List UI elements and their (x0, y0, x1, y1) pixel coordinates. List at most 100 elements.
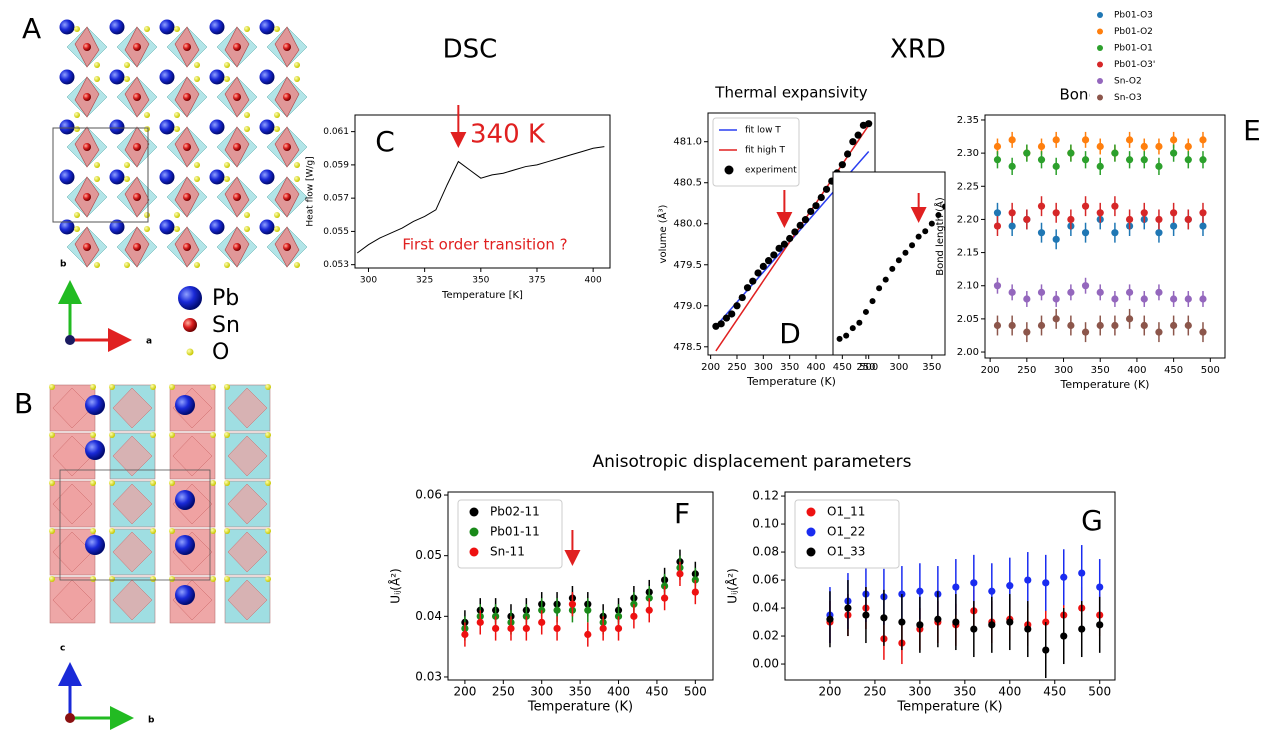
x-tick-label: 500 (1088, 685, 1111, 699)
y-tick-label: 0.04 (415, 609, 442, 623)
atom (133, 43, 141, 51)
data-point (916, 588, 923, 595)
atom (160, 120, 175, 135)
atom (260, 170, 275, 185)
structure-b (49, 384, 271, 623)
atom (260, 220, 275, 235)
atom (224, 162, 230, 168)
data-point (994, 222, 1001, 229)
legend-label: Pb01-O1 (1114, 44, 1153, 54)
atom (150, 528, 156, 534)
y-tick-label: 0.06 (415, 488, 442, 502)
data-point (600, 625, 607, 632)
inset-point (876, 285, 882, 291)
data-point (1126, 289, 1133, 296)
data-point (1111, 150, 1118, 157)
data-point (865, 120, 872, 127)
data-point (1038, 322, 1045, 329)
legend-label: Pb01-11 (490, 525, 540, 539)
axis-origin (65, 713, 75, 723)
data-point (1053, 236, 1060, 243)
y-tick-label: 0.10 (752, 517, 779, 531)
data-point (1053, 136, 1060, 143)
atom (244, 112, 250, 118)
data-point (1126, 216, 1133, 223)
data-point (1111, 203, 1118, 210)
annotation: 340 K (470, 120, 546, 150)
data-point (1170, 295, 1177, 302)
data-point (1078, 569, 1085, 576)
data-point (1097, 143, 1104, 150)
data-point (1009, 163, 1016, 170)
atom (169, 576, 175, 582)
x-tick-label: 200 (701, 362, 720, 373)
x-tick-label: 250 (863, 685, 886, 699)
atom (83, 43, 91, 51)
data-point (1170, 209, 1177, 216)
atom (90, 384, 96, 390)
data-point (646, 607, 653, 614)
atom (133, 93, 141, 101)
data-point (1155, 163, 1162, 170)
atom (60, 170, 75, 185)
y-tick-label: 479.0 (673, 301, 702, 312)
data-point (1141, 322, 1148, 329)
x-tick-label: 300 (1054, 365, 1073, 376)
data-point (507, 625, 514, 632)
data-point (1082, 282, 1089, 289)
atom (274, 226, 280, 232)
atom (244, 212, 250, 218)
atom (49, 432, 55, 438)
x-tick-label: 350 (953, 685, 976, 699)
panel-letter: F (674, 497, 690, 530)
atom (110, 20, 125, 35)
atom (224, 480, 230, 486)
data-point (988, 621, 995, 628)
legend-swatch (1097, 45, 1103, 51)
atom (90, 432, 96, 438)
atom (283, 43, 291, 51)
x-tick-label: 350 (922, 362, 941, 373)
x-tick-label: 500 (684, 685, 707, 699)
atom (144, 126, 150, 132)
data-point (1038, 289, 1045, 296)
data-point (1199, 295, 1206, 302)
atom (150, 384, 156, 390)
atom (160, 170, 175, 185)
y-tick-label: 0.04 (752, 601, 779, 615)
y-tick-label: 2.25 (957, 181, 979, 192)
data-point (615, 625, 622, 632)
atom (294, 76, 300, 82)
data-point (1155, 143, 1162, 150)
inset-point (1014, 85, 1020, 91)
x-tick-label: 450 (645, 685, 668, 699)
x-tick-label: 350 (780, 362, 799, 373)
data-point (760, 263, 767, 270)
data-point (1082, 136, 1089, 143)
data-point (754, 269, 761, 276)
atom (150, 576, 156, 582)
panel-letter: A (22, 12, 41, 45)
atom (85, 395, 105, 415)
atom (194, 76, 200, 82)
atom (109, 432, 115, 438)
annotation: First order transition ? (402, 236, 567, 254)
data-point (818, 194, 825, 201)
axis-letter: a (146, 337, 152, 347)
data-point (1155, 289, 1162, 296)
atom (160, 220, 175, 235)
data-point (844, 604, 851, 611)
legend-label: Sn-O3 (1114, 93, 1142, 103)
x-tick-label: 350 (472, 276, 489, 286)
atom (175, 395, 195, 415)
atom (224, 384, 230, 390)
data-point (1060, 574, 1067, 581)
inset-point (1008, 94, 1014, 100)
data-point (1006, 582, 1013, 589)
inset-point (929, 221, 935, 227)
atom (94, 62, 100, 68)
atom (150, 432, 156, 438)
data-point (1097, 163, 1104, 170)
atom-label: O (212, 340, 229, 365)
axis-origin (65, 335, 75, 345)
